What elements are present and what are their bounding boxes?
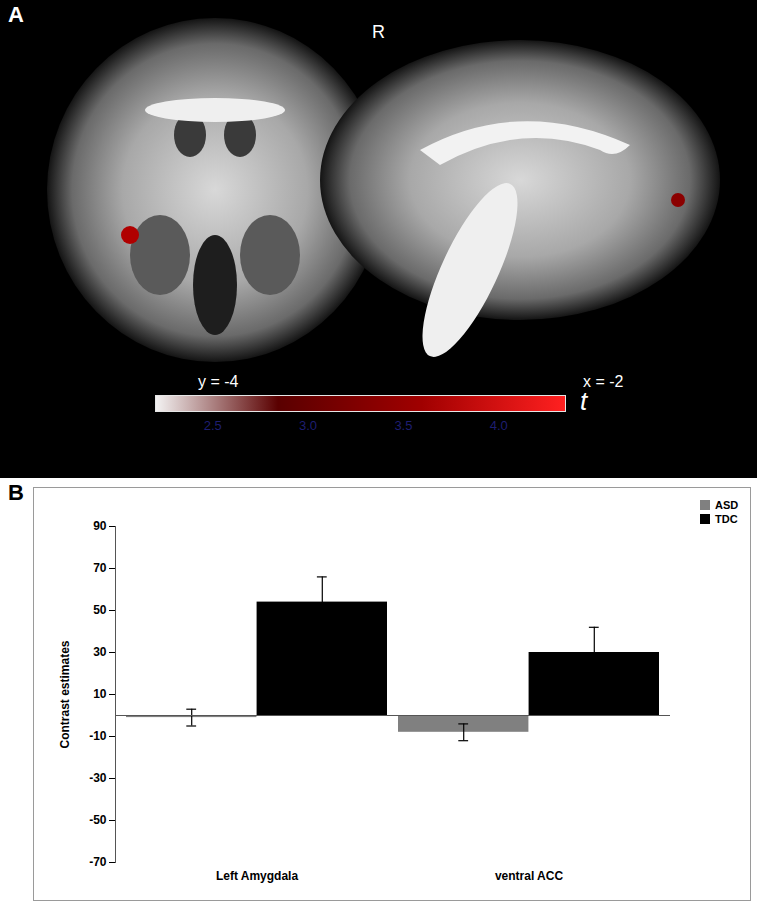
html-text:y = -4: y = -4	[198, 373, 239, 390]
html-text:A: A	[8, 2, 24, 27]
svg-text:70: 70	[93, 561, 107, 575]
svg-text:-10: -10	[89, 729, 107, 743]
svg-text:3.0: 3.0	[299, 418, 317, 433]
svg-text:3.5: 3.5	[394, 418, 412, 433]
svg-text:-30: -30	[89, 771, 107, 785]
html-text:B: B	[8, 480, 24, 505]
svg-text:30: 30	[93, 645, 107, 659]
svg-text:-70: -70	[89, 855, 107, 869]
svg-text:10: 10	[93, 687, 107, 701]
svg-text:4.0: 4.0	[490, 418, 508, 433]
html-text:TDC: TDC	[715, 513, 738, 525]
html-text:ASD: ASD	[715, 499, 739, 511]
html-text:R: R	[372, 22, 385, 42]
svg-text:ventral ACC: ventral ACC	[495, 869, 564, 883]
svg-text:50: 50	[93, 603, 107, 617]
svg-text:-50: -50	[89, 813, 107, 827]
html-text:t: t	[580, 386, 588, 416]
svg-text:Left Amygdala: Left Amygdala	[216, 869, 299, 883]
html-text:x = -2: x = -2	[583, 373, 624, 390]
svg-text:90: 90	[93, 519, 107, 533]
svg-text:2.5: 2.5	[204, 418, 222, 433]
svg-text:Contrast estimates: Contrast estimates	[58, 640, 72, 748]
